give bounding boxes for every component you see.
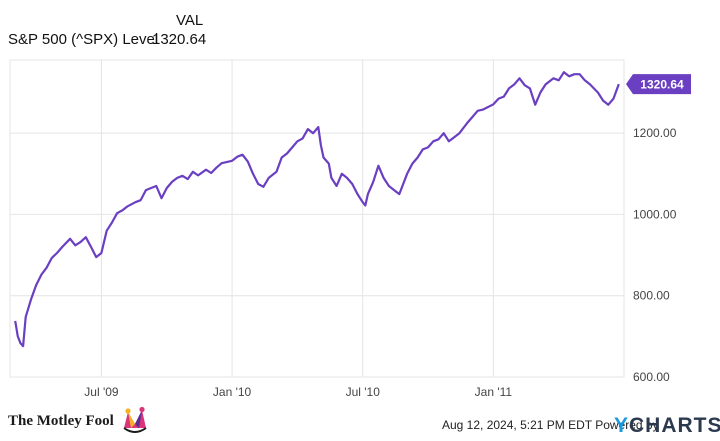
last-value-marker: 1320.64 (626, 74, 691, 95)
chart-ticks: 600.00 800.00 1000.00 1200.00 Jul '09 Jan '10… (84, 126, 676, 399)
x-tick-label: Jul '09 (84, 385, 119, 399)
y-tick-label: 800.00 (633, 289, 670, 303)
last-value-badge (626, 74, 691, 95)
ycharts-logo: YCHARTS (614, 414, 720, 438)
motley-fool-logo: The Motley Fool (8, 406, 152, 436)
ycharts-y: Y (614, 414, 630, 437)
legend-series-name: S&P 500 (^SPX) Level (8, 31, 159, 48)
legend-header: VAL (176, 12, 204, 29)
brand-name: The Motley Fool (8, 412, 114, 429)
x-tick-label: Jan '10 (213, 385, 252, 399)
chart-grid (9, 59, 625, 378)
legend-series-value: 1320.64 (152, 31, 207, 48)
ycharts-text: CHARTS (629, 414, 720, 437)
series-line (14, 71, 620, 348)
y-tick-label: 1000.00 (633, 207, 677, 221)
y-tick-label: 1200.00 (633, 126, 677, 140)
chart-series (14, 71, 620, 348)
jester-hat-icon (123, 406, 147, 433)
x-tick-label: Jan '11 (475, 385, 513, 399)
plot-frame (9, 59, 625, 378)
y-tick-label: 600.00 (633, 370, 670, 384)
timestamp-text: Aug 12, 2024, 5:21 PM EDT Powered by (442, 418, 659, 432)
last-value-label: 1320.64 (640, 78, 684, 92)
x-tick-label: Jul '10 (346, 385, 381, 399)
